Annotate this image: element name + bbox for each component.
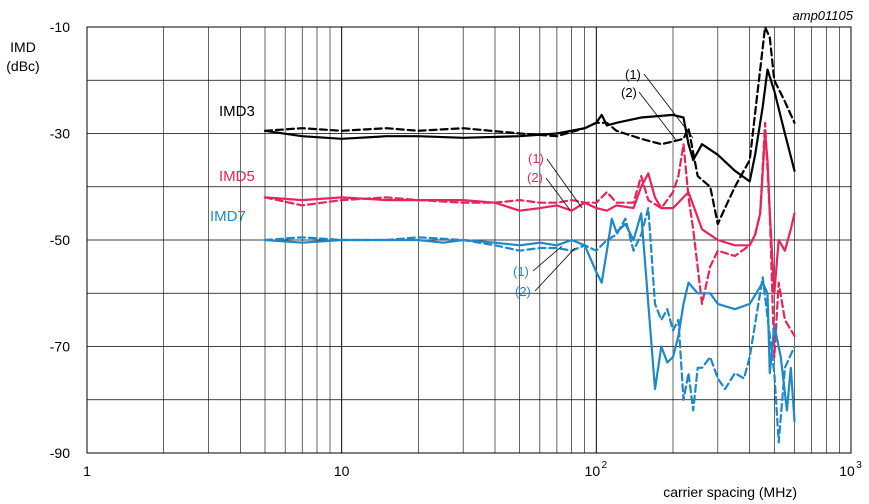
label-imd3-curve-1: (1) [625, 67, 641, 82]
grid [86, 26, 852, 454]
x-tick-label: 10 [839, 463, 855, 479]
x-tick-label: 10 [585, 463, 601, 479]
leader-line [534, 247, 576, 292]
y-tick-label: -30 [50, 126, 70, 142]
y-axis-label-line-2: (dBc) [6, 58, 39, 74]
leader-line [546, 158, 583, 209]
x-tick-label: 10 [334, 463, 350, 479]
leader-line [532, 245, 563, 272]
label-imd3-curve-2: (2) [621, 85, 637, 100]
series-line-imd3-2 [263, 25, 796, 226]
leader-line [643, 73, 694, 139]
x-axis-label: carrier spacing (MHz) [663, 484, 797, 500]
y-tick-label: -90 [50, 445, 70, 461]
y-tick-label: -50 [50, 232, 70, 248]
label-imd7: IMD7 [210, 208, 246, 225]
label-imd5: IMD5 [219, 168, 255, 185]
leader-lines [532, 73, 694, 292]
leader-line [545, 177, 571, 211]
label-imd5-curve-2: (2) [527, 170, 543, 185]
label-imd5-curve-1: (1) [528, 151, 544, 166]
figure-id: amp01105 [793, 8, 854, 23]
leader-line [638, 91, 677, 141]
x-tick-label: 1 [83, 463, 91, 479]
series-line-imd7-2 [263, 207, 796, 444]
y-axis-label-line-1: IMD [10, 39, 36, 55]
x-tick-exponent: 2 [602, 460, 608, 471]
annotations: IMD3 IMD5 IMD7 (1) (2) (1) (2) (1) (2) [210, 67, 641, 299]
series-lines [263, 25, 796, 444]
series-line-imd5-2 [263, 121, 796, 359]
tick-labels: -10-30-50-70-901 10 10 2 10 3 [50, 19, 862, 479]
y-tick-label: -10 [50, 19, 70, 35]
label-imd3: IMD3 [219, 103, 255, 120]
x-tick-exponent: 3 [856, 460, 862, 471]
series-line-imd3-1 [263, 68, 796, 183]
series-line-imd7-1 [263, 212, 796, 423]
label-imd7-curve-2: (2) [515, 284, 531, 299]
label-imd7-curve-1: (1) [513, 264, 529, 279]
y-tick-label: -70 [50, 339, 70, 355]
